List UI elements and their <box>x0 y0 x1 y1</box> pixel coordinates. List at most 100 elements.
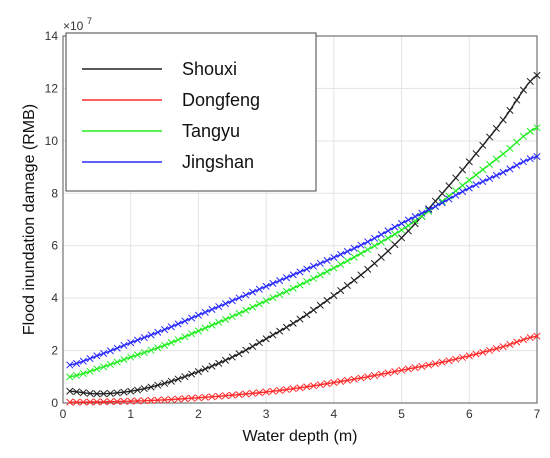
data-point-marker <box>133 336 142 344</box>
data-point-marker <box>255 389 263 397</box>
data-point-marker <box>215 318 223 326</box>
data-point-marker <box>337 286 345 295</box>
legend-box <box>65 32 317 192</box>
data-point-marker <box>418 209 426 217</box>
data-point-marker <box>140 397 148 405</box>
x-axis-label: Water depth (m) <box>243 428 358 445</box>
series-shouxi <box>66 71 541 398</box>
data-point-marker <box>486 174 494 183</box>
data-point-marker <box>404 227 412 235</box>
data-point-marker <box>188 330 196 338</box>
data-point-marker <box>100 390 108 398</box>
data-point-marker <box>316 271 324 279</box>
data-point-marker <box>181 317 189 325</box>
data-point-marker <box>262 388 270 396</box>
data-point-marker <box>513 338 521 346</box>
data-point-marker <box>221 315 230 324</box>
data-point-marker <box>398 366 406 374</box>
data-point-marker <box>249 303 257 311</box>
data-point-marker <box>72 398 81 406</box>
data-point-marker <box>404 222 412 230</box>
x-tick-label: 5 <box>398 407 405 421</box>
data-point-marker <box>255 339 263 347</box>
data-point-marker <box>303 383 311 391</box>
data-point-marker <box>100 398 108 406</box>
data-point-marker <box>526 77 534 85</box>
y-exponent-power: 7 <box>87 16 92 26</box>
data-point-marker <box>120 397 128 405</box>
series-tangyu <box>66 124 541 381</box>
data-point-marker <box>533 332 541 340</box>
data-point-marker <box>262 335 270 343</box>
data-point-marker <box>289 284 297 292</box>
y-tick-label: 4 <box>51 291 58 305</box>
data-point-marker <box>208 321 216 329</box>
data-point-marker <box>323 267 331 276</box>
data-point-marker <box>438 189 446 198</box>
data-point-marker <box>472 350 480 358</box>
data-point-marker <box>255 300 263 308</box>
x-tick-label: 7 <box>534 407 541 421</box>
y-axis-label: Flood inundation damage (RMB) <box>21 104 38 335</box>
data-point-marker <box>309 262 318 270</box>
data-point-marker <box>519 158 528 166</box>
data-point-marker <box>194 394 202 402</box>
data-point-marker <box>519 86 528 94</box>
data-point-marker <box>479 166 487 174</box>
data-point-marker <box>465 158 473 166</box>
data-point-marker <box>181 333 189 341</box>
data-point-marker <box>262 297 270 305</box>
data-point-marker <box>289 271 297 279</box>
data-point-marker <box>431 202 439 210</box>
data-point-marker <box>289 319 297 327</box>
data-point-marker <box>418 362 426 370</box>
data-point-marker <box>316 381 324 389</box>
data-point-marker <box>391 230 399 238</box>
data-point-marker <box>282 323 291 331</box>
data-point-marker <box>309 306 318 314</box>
data-point-marker <box>147 396 155 405</box>
data-point-marker <box>242 346 250 354</box>
data-point-marker <box>201 308 209 316</box>
data-point-marker <box>113 397 121 406</box>
data-point-marker <box>86 389 94 398</box>
data-point-marker <box>140 333 148 342</box>
data-point-marker <box>79 357 87 365</box>
data-point-marker <box>458 353 467 362</box>
legend-label: Jingshan <box>182 152 254 172</box>
data-point-marker <box>377 238 385 246</box>
data-point-marker <box>262 282 270 290</box>
data-point-marker <box>513 138 521 146</box>
data-point-marker <box>330 253 338 262</box>
data-point-marker <box>154 344 162 352</box>
data-point-marker <box>93 398 101 406</box>
data-point-marker <box>343 281 351 290</box>
y-tick-label: 10 <box>45 134 59 148</box>
data-point-marker <box>337 250 345 259</box>
data-point-marker <box>438 199 446 207</box>
data-point-marker <box>127 339 135 347</box>
legend: Shouxi Dongfeng Tangyu Jingshan <box>65 32 317 192</box>
series-line <box>69 335 538 403</box>
data-point-marker <box>370 234 379 242</box>
data-point-marker <box>411 220 419 228</box>
data-point-marker <box>526 155 534 163</box>
data-point-marker <box>526 334 534 342</box>
data-point-marker <box>221 392 230 400</box>
data-point-marker <box>398 219 406 227</box>
data-point-marker <box>269 294 277 302</box>
data-point-marker <box>506 340 514 349</box>
data-point-marker <box>161 379 169 387</box>
data-point-marker <box>154 328 162 336</box>
data-point-marker <box>411 364 419 372</box>
data-point-marker <box>350 276 358 284</box>
data-point-marker <box>492 171 500 179</box>
x-tick-label: 4 <box>331 407 338 421</box>
legend-label: Shouxi <box>182 59 237 79</box>
data-point-marker <box>472 171 480 179</box>
data-point-marker <box>276 327 284 335</box>
data-point-marker <box>337 377 345 385</box>
data-point-marker <box>242 306 250 314</box>
data-point-marker <box>174 320 182 328</box>
data-point-marker <box>499 343 507 351</box>
